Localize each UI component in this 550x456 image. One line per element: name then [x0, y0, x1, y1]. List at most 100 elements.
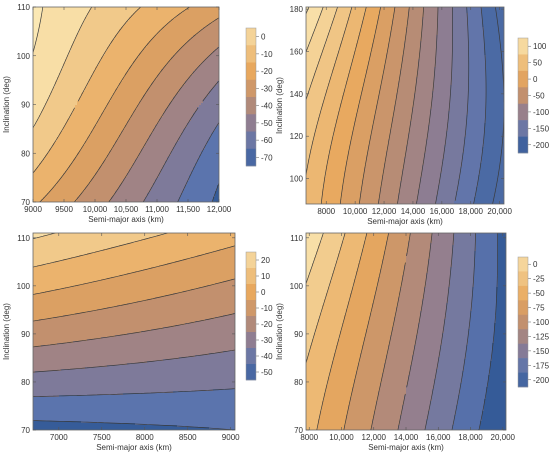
y-tick-label: 110	[17, 3, 30, 12]
y-tick-label: 80	[294, 378, 303, 387]
legend-label: -70	[261, 153, 273, 162]
plot-frame	[305, 6, 505, 205]
legend-label: -10	[261, 50, 273, 59]
x-tick-label: 12,000	[362, 433, 387, 442]
legend-label: -50	[533, 289, 545, 298]
legend-swatch	[518, 38, 528, 55]
legend-label: -200	[533, 376, 550, 385]
legend-swatch	[246, 300, 256, 317]
legend-swatch	[246, 332, 256, 349]
legend-swatch	[518, 120, 528, 137]
contour-line	[39, 7, 190, 202]
legend-swatch	[246, 348, 256, 365]
y-tick-label: 100	[290, 175, 304, 184]
contour-line	[33, 278, 235, 322]
x-tick-label: 8000	[136, 433, 154, 442]
contour-line	[451, 233, 476, 430]
x-axis-label: Semi-major axis (km)	[88, 215, 164, 224]
contour-line	[142, 80, 219, 202]
contour-panel-1: 9000 9500 10,000 10,500 11,000 11,500 12,000 70…	[2, 3, 273, 224]
y-tick-label: 70	[21, 426, 30, 435]
y-tick-label: 160	[290, 47, 304, 56]
contour-line	[33, 233, 168, 268]
y-axis-label: Inclination (deg)	[275, 303, 284, 360]
legend-label: 10	[261, 272, 270, 281]
color-legend: 0 -25 -50 -75 -100 -125 -150 -175 -200	[517, 256, 550, 388]
contour-line	[33, 245, 235, 295]
legend-frame	[245, 251, 257, 381]
legend-swatch	[246, 131, 256, 150]
legend-swatch	[246, 252, 256, 269]
x-tick-label: 7500	[93, 433, 111, 442]
legend-frame	[245, 27, 257, 167]
legend-label: 20	[261, 256, 270, 265]
legend-swatch	[246, 364, 256, 381]
x-tick-label: 16,000	[430, 207, 455, 216]
x-tick-label: 10,000	[329, 433, 354, 442]
legend-swatch	[518, 314, 528, 330]
y-tick-label: 90	[21, 330, 30, 339]
x-axis-label: Semi-major axis (km)	[96, 443, 172, 452]
contour-line	[211, 183, 219, 202]
color-legend: 20 10 0 -10 -20 -30 -40 -50	[245, 251, 273, 381]
contour-line	[397, 233, 433, 430]
y-tick-label: 80	[21, 149, 30, 158]
legend-label: 100	[533, 42, 547, 51]
legend-swatch	[518, 372, 528, 388]
y-tick-label: 140	[290, 90, 304, 99]
legend-swatch	[518, 103, 528, 121]
contour-line	[33, 233, 56, 240]
y-tick-label: 80	[21, 378, 30, 387]
x-tick-label: 8500	[179, 433, 197, 442]
x-tick-label: 14,000	[401, 207, 426, 216]
color-legend: 0 -10 -20 -30 -40 -50 -60 -70	[245, 27, 273, 167]
y-tick-label: 100	[17, 52, 31, 61]
legend-label: -50	[261, 368, 273, 377]
legend-label: -200	[533, 141, 550, 150]
contour-line	[306, 7, 324, 53]
legend-label: -150	[533, 347, 550, 356]
legend-swatch	[246, 97, 256, 115]
legend-label: -50	[533, 92, 545, 101]
contour-line	[424, 233, 455, 430]
x-tick-label: 11,000	[145, 205, 169, 214]
legend-swatch	[518, 329, 528, 344]
x-tick-label: 20,000	[487, 207, 512, 216]
legend-swatch	[518, 257, 528, 272]
plot-frame	[32, 232, 236, 431]
contour-line	[370, 233, 411, 430]
legend-frame	[517, 256, 529, 388]
legend-label: -150	[533, 124, 550, 133]
contour-fill	[306, 233, 506, 430]
legend-swatch	[518, 136, 528, 154]
y-axis-label: Inclination (deg)	[275, 77, 284, 134]
contour-line	[397, 7, 424, 204]
legend-swatch	[518, 285, 528, 301]
y-tick-label: 120	[290, 132, 304, 141]
y-tick-label: 110	[17, 234, 30, 243]
legend-swatch	[246, 79, 256, 98]
x-tick-label: 16,000	[426, 433, 451, 442]
legend-label: -20	[261, 67, 273, 76]
x-tick-label: 14,000	[394, 433, 419, 442]
contour-line	[320, 7, 367, 204]
contour-panel-3: 7000 7500 8000 8500 9000708090100110Semi-maj…	[2, 232, 273, 452]
contour-line	[108, 46, 219, 202]
x-tick-label: 9000	[222, 433, 240, 442]
legend-swatch	[246, 268, 256, 285]
legend-swatch	[246, 28, 256, 46]
y-tick-label: 90	[21, 101, 30, 110]
x-tick-label: 10,000	[343, 207, 368, 216]
contour-line	[435, 7, 453, 204]
legend-label: 50	[533, 59, 542, 68]
contour-line	[33, 313, 235, 348]
contour-line	[378, 7, 410, 204]
legend-label: -30	[261, 336, 273, 345]
legend-label: -20	[261, 320, 273, 329]
legend-label: -60	[261, 136, 273, 145]
x-tick-label: 10,000	[83, 205, 108, 214]
contour-line	[339, 7, 381, 204]
x-tick-label: 8000	[317, 207, 335, 216]
x-tick-label: 10,500	[114, 205, 139, 214]
